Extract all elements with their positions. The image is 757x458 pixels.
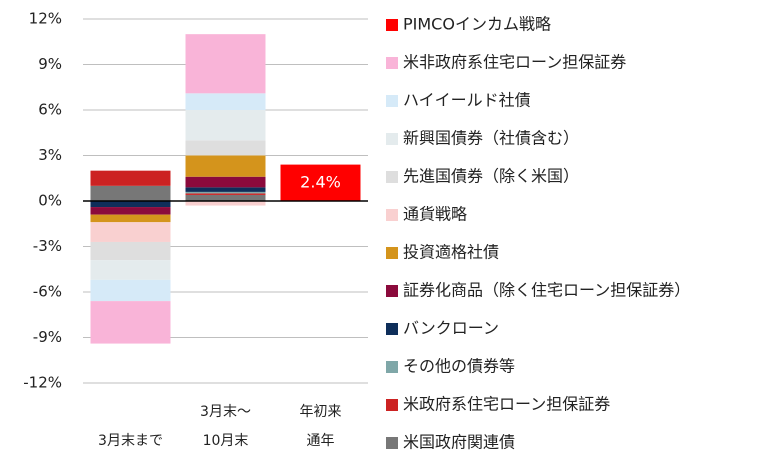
- value-label: 2.4%: [300, 172, 341, 191]
- bar-segment: [280, 164, 361, 201]
- bar-segment: [185, 93, 266, 110]
- legend-swatch: [386, 133, 398, 145]
- legend-label: 新興国債券（社債含む）: [403, 129, 579, 148]
- bar-segment: [185, 194, 266, 201]
- bar-segment: [185, 187, 266, 192]
- legend-swatch: [386, 399, 398, 411]
- bar-segment: [90, 241, 171, 261]
- bar-segment: [185, 140, 266, 156]
- y-tick-label: 0%: [38, 192, 62, 210]
- bar-segment: [90, 185, 171, 201]
- legend-label: 通貨戦略: [403, 205, 467, 224]
- legend-swatch: [386, 19, 398, 31]
- legend-swatch: [386, 361, 398, 373]
- bar-segment: [90, 170, 171, 186]
- bar-segment: [90, 222, 171, 242]
- bar-segment: [90, 214, 171, 223]
- legend-swatch: [386, 247, 398, 259]
- bar-segment: [90, 279, 171, 302]
- y-tick-label: -6%: [33, 283, 62, 301]
- x-tick-label: 10月末: [203, 433, 249, 449]
- bar-segment: [185, 201, 266, 206]
- legend-label: その他の債券等: [403, 357, 515, 376]
- y-tick-label: -3%: [33, 237, 62, 255]
- y-tick-label: -9%: [33, 328, 62, 346]
- bar-segment: [90, 207, 171, 215]
- y-tick-label: 6%: [38, 101, 62, 119]
- bar-segment: [185, 155, 266, 177]
- legend-swatch: [386, 285, 398, 297]
- legend-swatch: [386, 209, 398, 221]
- bar-segment: [185, 110, 266, 141]
- legend-label: 米国政府関連債: [403, 433, 515, 452]
- legend-label: PIMCOインカム戦略: [403, 15, 551, 34]
- x-tick-label: 3月末まで: [98, 433, 163, 449]
- x-tick-label: 通年: [307, 433, 335, 449]
- legend-swatch: [386, 437, 398, 449]
- bar-segment: [90, 301, 171, 344]
- y-tick-label: 12%: [29, 10, 62, 28]
- legend-swatch: [386, 323, 398, 335]
- x-tick-label: 年初来: [300, 403, 342, 420]
- y-tick-label: -12%: [23, 374, 62, 392]
- legend-swatch: [386, 57, 398, 69]
- y-tick-label: 9%: [38, 55, 62, 73]
- y-tick-label: 3%: [38, 146, 62, 164]
- legend-label: 証券化商品（除く住宅ローン担保証券）: [403, 281, 690, 300]
- bar-segment: [185, 191, 266, 194]
- legend-swatch: [386, 95, 398, 107]
- legend-label: 米政府系住宅ローン担保証券: [403, 395, 610, 414]
- bar-segment: [185, 193, 266, 195]
- legend-label: 先進国債券（除く米国）: [403, 167, 579, 186]
- legend-label: ハイイールド社債: [403, 91, 531, 110]
- bar-segment: [185, 176, 266, 188]
- bar-segment: [90, 201, 171, 208]
- bar-segment: [185, 34, 266, 94]
- legend-label: 米非政府系住宅ローン担保証券: [403, 53, 626, 72]
- x-tick-label: 3月末～: [200, 404, 251, 420]
- legend-swatch: [386, 171, 398, 183]
- legend-label: 投資適格社債: [403, 243, 499, 262]
- bar-segment: [90, 260, 171, 280]
- legend-label: バンクローン: [403, 319, 499, 338]
